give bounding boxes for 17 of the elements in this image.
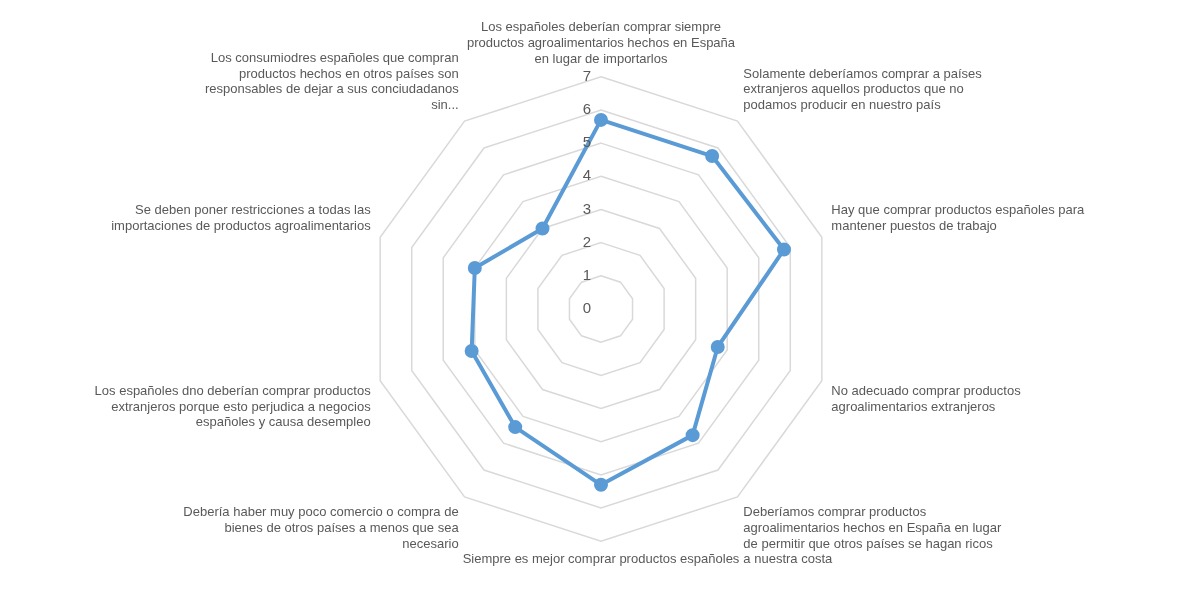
spoke-label: Se deben poner restricciones a todas las importaciones de productos agroalimentarios <box>111 202 372 233</box>
y-tick-label: 4 <box>582 166 592 184</box>
y-tick-label: 7 <box>582 66 592 84</box>
y-tick-label: 6 <box>582 100 592 118</box>
spoke-label: Hay que comprar productos españoles para mantener puestos de trabajo <box>831 202 1086 233</box>
spoke-label: Siempre es mejor comprar productos españoles <box>462 550 740 566</box>
y-tick-label: 0 <box>582 299 592 317</box>
spoke-label: Los consumiodres españoles que compran productos hechos en otros países son responsables de dejar a sus conciudadanos sin... <box>204 50 460 112</box>
y-tick-label: 1 <box>582 265 592 283</box>
spoke-label: Los españoles deberían comprar siempre productos agroalimentarios hechos en España en lugar de importarlos <box>466 19 736 66</box>
spoke-label: Solamente deberíamos comprar a países extranjeros aquellos productos que no podamos producir en nuestro país <box>743 65 983 112</box>
spoke-label: Deberíamos comprar productos agroalimentarios hechos en España en lugar de permitir que otros países se hagan ricos a nuestra costa <box>743 504 1003 567</box>
y-tick-label: 2 <box>582 232 592 250</box>
spoke-label: Debería haber muy poco comercio o compra de bienes de otros países a menos que sea necesario <box>183 504 460 551</box>
spoke-label: Los españoles dno deberían comprar productos extranjeros porque esto perjudica a negocios españoles y causa desempleo <box>94 383 372 430</box>
spoke-label: No adecuado comprar productos agroalimentarios extranjeros <box>831 383 1022 414</box>
y-tick-label: 3 <box>582 199 592 217</box>
